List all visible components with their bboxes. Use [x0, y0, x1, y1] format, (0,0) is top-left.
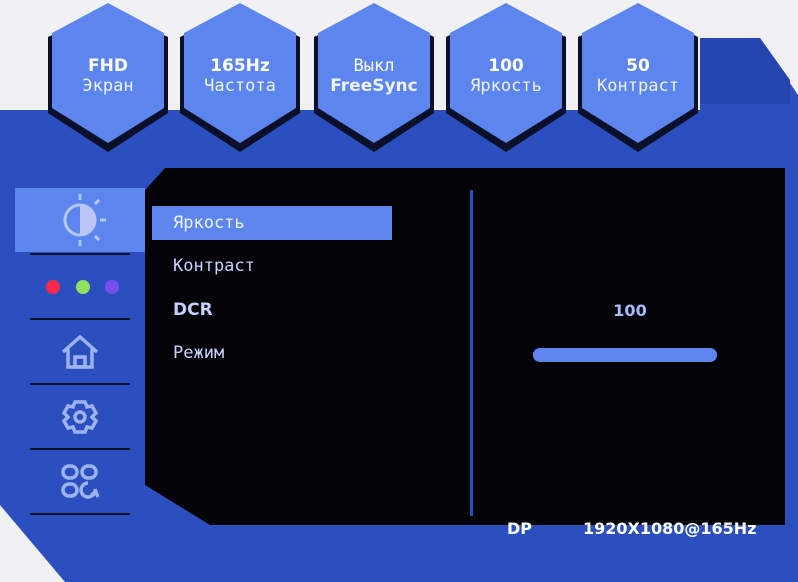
sidebar-item-other[interactable]	[15, 450, 145, 514]
content-panel	[145, 168, 785, 525]
status-tile: FHD Экран	[82, 56, 134, 96]
menu-item[interactable]: Режим	[173, 343, 225, 363]
color-dots-icon	[46, 280, 119, 294]
status-tile: 50 Контраст	[597, 56, 679, 96]
menu-item[interactable]: Яркость	[152, 206, 392, 240]
status-tile: 165Hz Частота	[204, 56, 276, 96]
slider-fill	[533, 348, 717, 362]
sidebar-item-settings[interactable]	[15, 385, 145, 449]
sidebar-item-brightness[interactable]	[15, 188, 145, 252]
brightness-slider[interactable]	[533, 348, 717, 362]
brightness-contrast-icon	[63, 194, 106, 246]
resolution-readout: 1920X1080@165Hz	[583, 519, 757, 538]
gear-icon	[62, 400, 98, 434]
apps-refresh-icon	[61, 464, 100, 499]
menu-item[interactable]: Контраст	[173, 256, 255, 276]
sidebar-item-color[interactable]	[15, 255, 145, 319]
value-readout: 100	[613, 301, 647, 320]
menu-item[interactable]: DCR	[173, 300, 213, 320]
status-tile: 100 Яркость	[470, 56, 542, 96]
home-icon	[61, 334, 99, 369]
status-tile: Выкл FreeSync	[330, 56, 418, 96]
divider	[470, 190, 473, 516]
sidebar-item-home[interactable]	[15, 320, 145, 384]
input-source: DP	[507, 519, 533, 538]
